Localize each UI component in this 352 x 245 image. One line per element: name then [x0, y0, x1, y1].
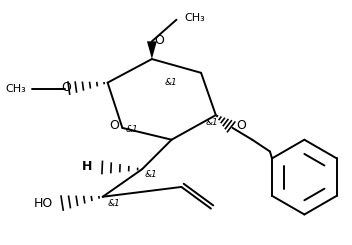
- Text: O: O: [154, 34, 164, 47]
- Text: HO: HO: [33, 197, 52, 210]
- Text: O: O: [237, 120, 246, 133]
- Text: &1: &1: [165, 78, 177, 87]
- Text: O: O: [109, 120, 119, 133]
- Text: O: O: [61, 81, 71, 94]
- Text: H: H: [82, 160, 92, 173]
- Polygon shape: [147, 41, 157, 59]
- Text: &1: &1: [206, 118, 219, 126]
- Text: &1: &1: [125, 125, 138, 134]
- Text: CH₃: CH₃: [5, 84, 26, 94]
- Text: CH₃: CH₃: [184, 13, 205, 23]
- Text: &1: &1: [145, 170, 158, 179]
- Text: &1: &1: [108, 199, 120, 208]
